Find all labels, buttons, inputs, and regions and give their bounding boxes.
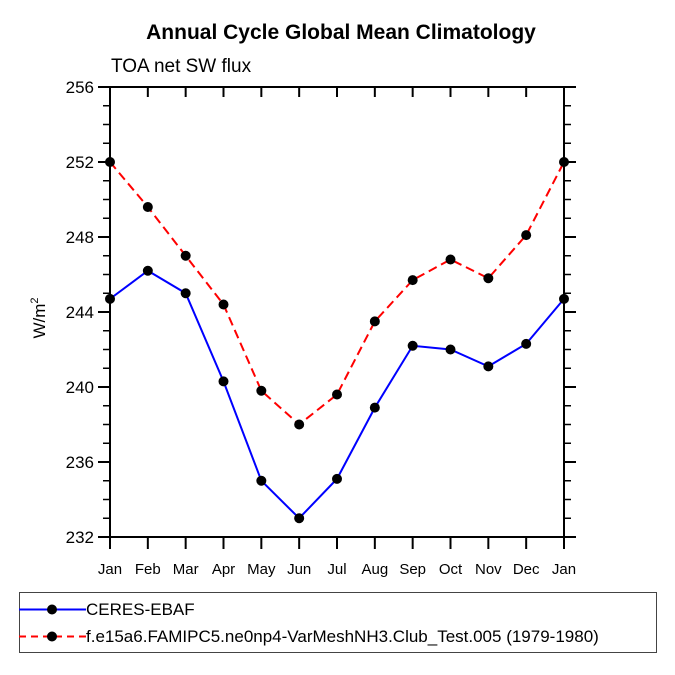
y-tick-label: 232 <box>66 528 94 547</box>
data-point <box>559 293 569 304</box>
data-point <box>369 402 380 413</box>
data-point <box>369 316 380 327</box>
legend: CERES-EBAF f.e15a6.FAMIPC5.ne0np4-VarMes… <box>19 592 657 653</box>
data-point <box>180 250 191 261</box>
legend-sample-marker <box>47 631 57 641</box>
data-point <box>256 475 267 486</box>
y-tick-label: 240 <box>66 378 94 397</box>
legend-item-model: f.e15a6.FAMIPC5.ne0np4-VarMeshNH3.Club_T… <box>19 623 656 650</box>
y-tick-label: 256 <box>66 78 94 97</box>
data-point <box>105 293 115 304</box>
x-axis-tick-labels: Jan Feb Mar Apr May Jun Jul Aug Sep Oct Nov Dec Jan <box>98 561 576 578</box>
data-point <box>256 385 267 396</box>
x-tick-label: Oct <box>439 561 463 578</box>
y-tick-label: 236 <box>66 453 94 472</box>
y-tick-label: 244 <box>66 303 94 322</box>
x-tick-label: Jul <box>327 561 346 578</box>
x-tick-label: Dec <box>513 561 540 578</box>
data-point <box>142 265 153 276</box>
x-tick-label: Jan <box>552 561 576 578</box>
x-tick-label: Jan <box>98 561 122 578</box>
x-tick-label: Apr <box>212 561 235 578</box>
data-point <box>445 344 456 355</box>
data-point <box>521 338 532 349</box>
data-point <box>332 389 342 400</box>
data-point <box>407 340 418 351</box>
y-axis-title: W/m2 <box>29 297 49 338</box>
data-point <box>105 157 115 167</box>
chart-subtitle: TOA net SW flux <box>111 56 252 77</box>
plot-frame <box>109 86 565 538</box>
data-point <box>332 473 342 484</box>
x-tick-label: Jun <box>287 561 311 578</box>
y-axis-minor-ticks <box>103 105 571 519</box>
legend-label: CERES-EBAF <box>86 599 195 619</box>
y-axis-major-ticks <box>98 86 576 538</box>
x-tick-label: Mar <box>173 561 199 578</box>
data-point <box>218 299 229 310</box>
data-point <box>294 513 305 524</box>
data-point <box>142 202 153 212</box>
data-series <box>105 157 569 524</box>
data-point <box>180 288 191 299</box>
series-markers-0 <box>105 265 569 524</box>
data-point <box>294 419 305 430</box>
data-point <box>218 376 229 387</box>
chart-title: Annual Cycle Global Mean Climatology <box>146 21 536 44</box>
y-axis-tick-labels: 232 236 240 244 248 252 256 <box>66 78 94 547</box>
x-axis-ticks <box>109 87 565 549</box>
legend-sample-marker <box>47 604 57 614</box>
x-tick-label: Feb <box>135 561 161 578</box>
x-tick-label: May <box>247 561 276 578</box>
y-tick-label: 252 <box>66 153 94 172</box>
data-point <box>521 230 532 241</box>
y-tick-label: 248 <box>66 228 94 247</box>
x-tick-label: Sep <box>399 561 426 578</box>
data-point <box>483 361 494 372</box>
x-tick-label: Nov <box>475 561 502 578</box>
x-tick-label: Aug <box>361 561 388 578</box>
data-point <box>407 275 418 286</box>
data-point <box>483 273 494 284</box>
legend-item-ceres: CERES-EBAF <box>19 596 656 623</box>
data-point <box>559 157 569 167</box>
series-line-1 <box>109 161 565 426</box>
data-point <box>445 254 456 265</box>
series-markers-1 <box>105 157 569 430</box>
legend-line-sample <box>19 631 86 641</box>
legend-line-sample <box>19 604 86 614</box>
legend-label: f.e15a6.FAMIPC5.ne0np4-VarMeshNH3.Club_T… <box>86 626 599 646</box>
